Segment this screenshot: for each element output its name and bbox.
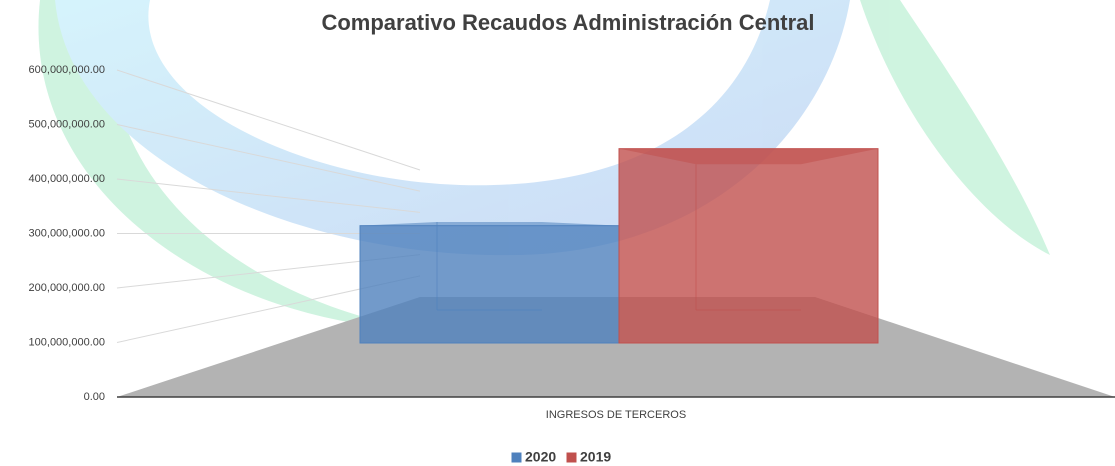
y-tick-label: 200,000,000.00 bbox=[29, 282, 105, 294]
bar bbox=[618, 148, 879, 344]
y-tick-label: 500,000,000.00 bbox=[29, 118, 105, 130]
y-tick-label: 100,000,000.00 bbox=[29, 336, 105, 348]
bar-top bbox=[360, 222, 619, 226]
grid-line bbox=[116, 124, 421, 192]
y-tick-label: 300,000,000.00 bbox=[29, 227, 105, 239]
x-tick-label: INGRESOS DE TERCEROS bbox=[546, 409, 686, 421]
chart-title: Comparativo Recaudos Administración Cent… bbox=[321, 10, 814, 35]
legend-label: 2020 bbox=[525, 449, 556, 465]
grid-line bbox=[116, 178, 421, 213]
y-tick-label: 600,000,000.00 bbox=[29, 64, 105, 76]
bar bbox=[359, 225, 620, 344]
legend-swatch bbox=[510, 451, 523, 464]
y-tick-label: 0.00 bbox=[84, 391, 105, 403]
y-tick-label: 400,000,000.00 bbox=[29, 173, 105, 185]
grid-line bbox=[116, 69, 421, 171]
legend-swatch bbox=[565, 451, 578, 464]
legend-label: 2019 bbox=[580, 449, 611, 465]
